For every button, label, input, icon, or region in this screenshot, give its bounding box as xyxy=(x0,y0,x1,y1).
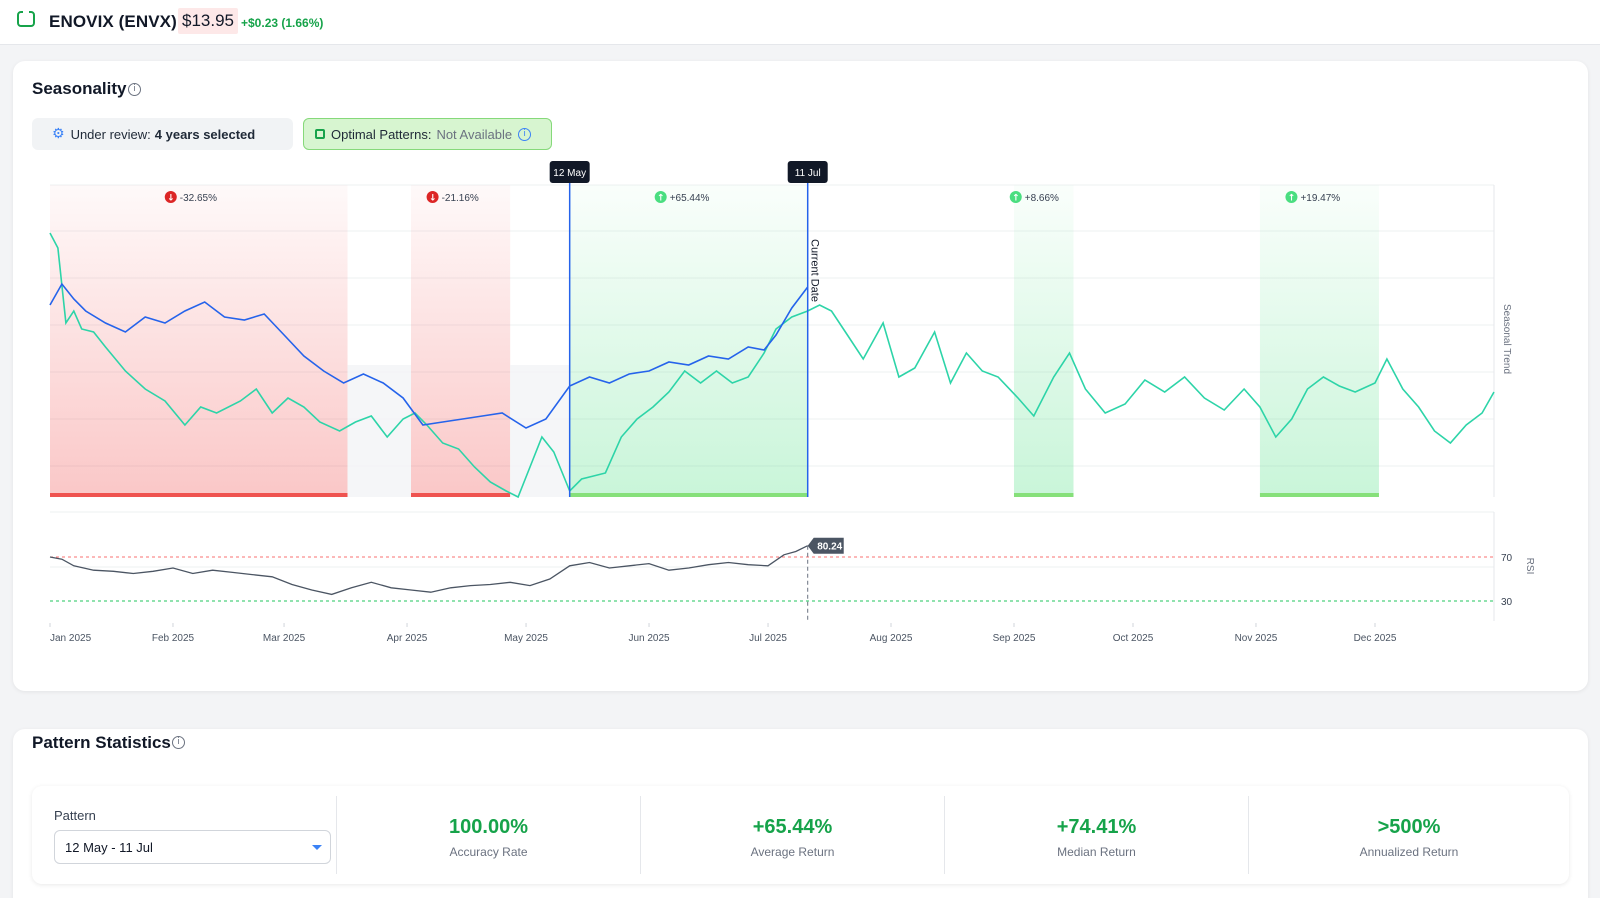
pattern-band xyxy=(1259,185,1379,497)
rsi-upper-tick: 70 xyxy=(1501,553,1513,564)
ticker-name: ENOVIX (ENVX) xyxy=(49,12,177,31)
arrow-up-icon xyxy=(1285,191,1298,203)
pattern-label: Pattern xyxy=(54,808,96,823)
x-tick-label: Jun 2025 xyxy=(628,633,670,644)
chevron-down-icon xyxy=(312,845,322,850)
x-tick-label: Jan 2025 xyxy=(50,633,92,644)
stat-value: +65.44% xyxy=(752,816,833,838)
current-year-line xyxy=(49,282,809,429)
x-tick-label: Aug 2025 xyxy=(870,633,913,644)
x-tick-label: Jul 2025 xyxy=(749,633,787,644)
x-tick-label: Dec 2025 xyxy=(1354,633,1397,644)
gap-band xyxy=(347,365,411,497)
current-date-label: Current Date xyxy=(809,239,821,302)
end-marker-label: 11 Jul xyxy=(795,168,821,179)
pattern-statistics-card: Pattern Statistics i Pattern 12 May - 11… xyxy=(13,729,1588,898)
arrow-glyph: ↑ xyxy=(1012,194,1020,204)
optimal-label: Optimal Patterns: xyxy=(331,126,432,142)
x-tick-label: May 2025 xyxy=(504,633,548,644)
x-tick-label: Nov 2025 xyxy=(1235,633,1278,644)
pattern-return-label: -32.65% xyxy=(180,193,217,204)
review-label: Under review: xyxy=(70,126,151,142)
pattern-return-label: +8.66% xyxy=(1025,193,1059,204)
x-tick-label: Apr 2025 xyxy=(387,633,428,644)
company-logo-icon xyxy=(17,11,35,27)
rsi-value-tag xyxy=(807,537,844,554)
seasonality-info-icon[interactable]: i xyxy=(128,83,141,96)
pattern-bar xyxy=(1259,493,1379,497)
pattern-band xyxy=(569,185,808,497)
pattern-bar xyxy=(569,493,808,497)
stat-value: >500% xyxy=(1377,816,1441,838)
ticker-price: $13.95 xyxy=(178,8,238,34)
stat-value: +74.41% xyxy=(1056,816,1137,838)
x-tick-label: Mar 2025 xyxy=(263,633,306,644)
x-tick-label: Oct 2025 xyxy=(1113,633,1154,644)
stat-accuracy: 100.00% Accuracy Rate xyxy=(336,796,640,874)
arrow-up-icon xyxy=(1009,191,1022,203)
rsi-lower-tick: 30 xyxy=(1501,597,1513,608)
pattern-return-label: +65.44% xyxy=(670,193,710,204)
pattern-bar xyxy=(1013,493,1074,497)
arrow-down-icon xyxy=(426,191,439,203)
stat-label: Median Return xyxy=(1057,845,1136,859)
x-tick-label: Feb 2025 xyxy=(152,633,195,644)
optimal-info-icon[interactable]: i xyxy=(518,127,532,141)
stat-label: Accuracy Rate xyxy=(449,845,528,859)
gap-band xyxy=(510,365,570,497)
marker-tag xyxy=(549,161,590,183)
review-value: 4 years selected xyxy=(154,126,256,142)
pattern-bar xyxy=(50,493,348,497)
stat-median-return: +74.41% Median Return xyxy=(944,796,1248,874)
y-axis-label: Seasonal Trend xyxy=(1501,304,1512,374)
seasonality-title: Seasonality xyxy=(32,79,127,98)
stat-average-return: +65.44% Average Return xyxy=(640,796,944,874)
seasonal-trend-line xyxy=(49,232,1495,499)
pattern-band xyxy=(411,185,511,497)
arrow-glyph: ↑ xyxy=(657,194,665,204)
seasonality-chart[interactable]: ↓ -32.65% ↓ -21.16% ↑ +65.44% ↑ +8.66% ↑ +19.47% 1… xyxy=(13,61,1588,691)
pattern-band xyxy=(50,185,348,497)
marker-tag xyxy=(787,161,828,183)
top-bar: ENOVIX (ENVX) $13.95 +$0.23 (1.66%) xyxy=(0,0,1600,45)
pattern-square-icon xyxy=(315,129,325,139)
stat-label: Average Return xyxy=(750,845,835,859)
arrow-glyph: ↑ xyxy=(1288,194,1296,204)
arrow-glyph: ↓ xyxy=(167,194,175,204)
optimal-patterns-button[interactable]: Optimal Patterns: Not Available i xyxy=(303,118,552,150)
pattern-select[interactable]: 12 May - 11 Jul xyxy=(54,830,331,864)
rsi-axis-label: RSI xyxy=(1524,558,1535,575)
pattern-statistics-title: Pattern Statistics xyxy=(32,733,171,752)
optimal-value: Not Available xyxy=(436,126,513,142)
rsi-latest-label: 80.24 xyxy=(817,542,842,553)
stat-label: Annualized Return xyxy=(1359,845,1459,859)
pattern-bar xyxy=(411,493,511,497)
pattern-band xyxy=(1013,185,1074,497)
arrow-glyph: ↓ xyxy=(429,194,437,204)
arrow-down-icon xyxy=(164,191,177,203)
pattern-return-label: -21.16% xyxy=(442,193,479,204)
stats-panel: Pattern 12 May - 11 Jul 100.00% Accuracy… xyxy=(32,786,1569,884)
start-marker-label: 12 May xyxy=(553,168,586,179)
x-tick-label: Sep 2025 xyxy=(993,633,1036,644)
pattern-return-label: +19.47% xyxy=(1300,193,1340,204)
under-review-button[interactable]: ⚙ Under review: 4 years selected xyxy=(32,118,293,150)
seasonality-card: Seasonality i ⚙ Under review: 4 years se… xyxy=(13,61,1588,691)
arrow-up-icon xyxy=(654,191,667,203)
price-change: +$0.23 (1.66%) xyxy=(241,16,324,30)
rsi-line xyxy=(49,545,808,596)
gear-icon: ⚙ xyxy=(52,126,65,142)
stat-annualized-return: >500% Annualized Return xyxy=(1248,796,1569,874)
pattern-statistics-info-icon[interactable]: i xyxy=(172,736,185,749)
pattern-select-value: 12 May - 11 Jul xyxy=(65,840,153,855)
stat-value: 100.00% xyxy=(449,816,528,838)
